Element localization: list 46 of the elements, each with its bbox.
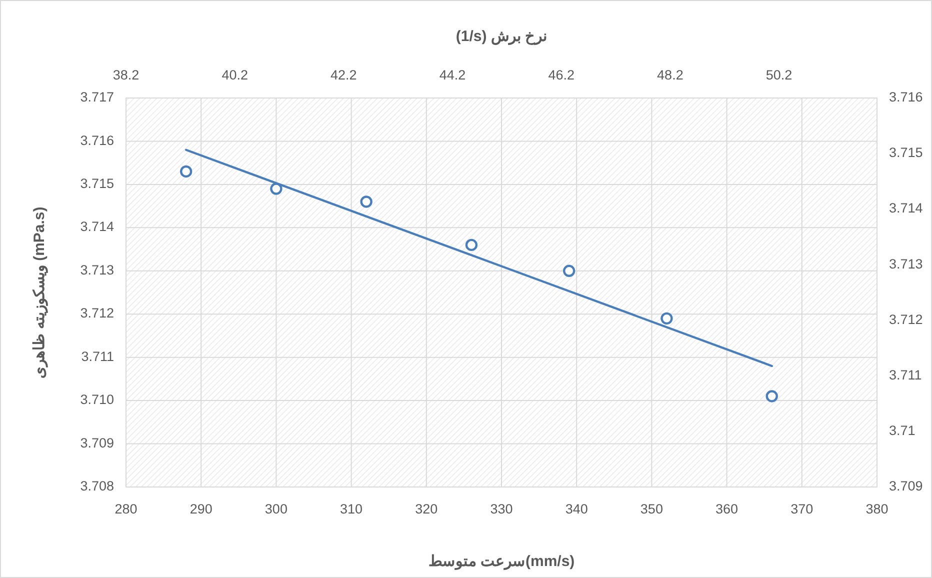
x2-tick-label: 48.2	[657, 68, 684, 83]
x2-tick-label: 50.2	[766, 68, 792, 83]
y2-tick-label: 3.71	[889, 422, 916, 438]
y2-tick-label: 3.711	[889, 367, 922, 382]
y-tick-label: 3.714	[80, 219, 114, 234]
y-tick-label: 3.711	[81, 348, 114, 364]
x-tick-label: 300	[264, 502, 288, 517]
y-tick-label: 3.709	[80, 435, 114, 450]
x2-axis-title: (1/s) نرخ برش	[456, 28, 548, 45]
y2-tick-label: 3.712	[889, 312, 923, 327]
x2-tick-label: 44.2	[439, 68, 466, 83]
y-tick-label: 3.716	[80, 132, 114, 148]
y-tick-label: 3.710	[80, 392, 114, 408]
x-tick-label: 340	[565, 502, 588, 517]
y2-tick-label: 3.714	[889, 200, 924, 216]
y-tick-label: 3.708	[80, 478, 114, 494]
y-tick-label: 3.713	[80, 262, 114, 278]
x-tick-label: 330	[490, 502, 513, 517]
x2-tick-label: 46.2	[548, 68, 575, 83]
y2-tick-label: 3.713	[889, 256, 923, 272]
x2-tick-label: 38.2	[112, 68, 140, 83]
point	[766, 390, 778, 402]
point	[180, 165, 192, 178]
x-tick-label: 310	[340, 502, 363, 517]
x-tick-label: 380	[866, 502, 888, 517]
point	[660, 312, 673, 325]
x-tick-label: 320	[415, 502, 438, 517]
point	[360, 196, 372, 208]
point	[465, 238, 478, 252]
y2-tick-label: 3.716	[889, 90, 923, 105]
y-axis-title: ویسکوزیته ظاهری (mPa.s)	[30, 206, 48, 378]
y-tick-label: 3.715	[80, 176, 114, 192]
x2-tick-label: 40.2	[222, 68, 248, 83]
x-tick-label: 350	[640, 502, 663, 517]
x-tick-label: 280	[114, 502, 138, 517]
x-tick-label: 290	[190, 502, 212, 517]
x2-tick-label: 42.2	[330, 68, 357, 83]
y2-tick-label: 3.715	[889, 145, 923, 160]
x-axis-title: سرعت متوسط(mm/s)	[428, 552, 575, 570]
point	[270, 182, 282, 195]
y-tick-label: 3.717	[80, 90, 114, 105]
x-tick-label: 360	[716, 502, 738, 517]
point	[562, 264, 576, 277]
x-tick-label: 370	[790, 502, 814, 517]
y2-tick-label: 3.709	[889, 478, 923, 494]
y-tick-label: 3.712	[80, 306, 114, 321]
